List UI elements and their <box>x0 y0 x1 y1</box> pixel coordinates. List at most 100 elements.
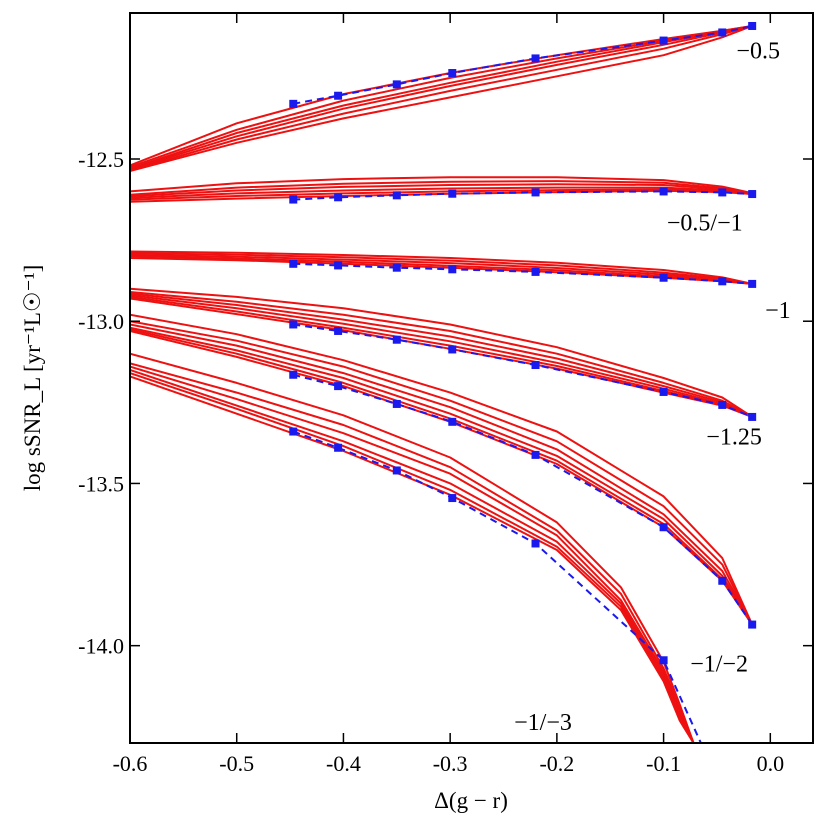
axis-ticks: -0.6 -0.5 -0.4 -0.3 -0.2 -0.1 0.0 -12.5 -13.0 -13… <box>78 13 813 776</box>
fit-marker <box>448 189 457 198</box>
fit-line <box>293 262 753 285</box>
fit-marker <box>531 539 540 548</box>
model-line <box>130 176 753 195</box>
fit-marker <box>392 80 401 89</box>
fit-marker <box>718 28 727 37</box>
fit-marker <box>748 190 757 199</box>
fit-marker <box>659 387 668 396</box>
fit-marker <box>289 195 298 204</box>
fit-marker <box>448 345 457 354</box>
y-tick-label: -12.5 <box>78 147 124 172</box>
fit-marker <box>748 412 757 421</box>
model-line <box>130 25 753 167</box>
model-line <box>130 297 753 418</box>
series-label: −0.5 <box>736 38 780 64</box>
fit-marker <box>531 361 540 370</box>
model-line <box>130 328 754 626</box>
model-line <box>130 330 754 626</box>
fit-marker <box>531 54 540 63</box>
fit-marker <box>531 267 540 276</box>
model-line <box>130 291 753 418</box>
y-axis-label: log sSNR_L [yr⁻¹L☉⁻¹] <box>20 265 45 492</box>
plot-frame <box>129 12 814 744</box>
fit-line <box>293 323 753 418</box>
x-tick-label: -0.1 <box>646 751 681 776</box>
fit-marker <box>334 326 343 335</box>
fit-marker <box>334 91 343 100</box>
fit-marker <box>659 36 668 45</box>
x-tick-label: -0.2 <box>539 751 574 776</box>
model-line <box>130 287 753 418</box>
model-line <box>130 252 753 285</box>
fit-marker <box>392 191 401 200</box>
model-line <box>130 295 753 418</box>
fit-marker <box>289 259 298 268</box>
x-axis-label: Δ(g − r) <box>434 788 508 813</box>
series-label: −1/−2 <box>690 652 748 678</box>
fit-marker <box>659 273 668 282</box>
fit-marker <box>392 335 401 344</box>
model-line <box>130 186 753 199</box>
fit-marker <box>289 99 298 108</box>
fit-marker <box>718 277 727 286</box>
fit-marker <box>334 193 343 202</box>
fit-marker <box>718 188 727 197</box>
model-line <box>130 352 695 743</box>
series-label: −1.25 <box>706 425 762 451</box>
model-line <box>130 25 753 172</box>
y-tick-label: -14.0 <box>78 634 124 659</box>
y-tick-label: -13.5 <box>78 471 124 496</box>
model-line <box>130 365 695 743</box>
plot-area <box>130 21 757 743</box>
fit-marker <box>748 620 757 629</box>
x-tick-label: -0.4 <box>326 751 361 776</box>
fit-marker <box>531 450 540 459</box>
fit-line <box>293 190 753 201</box>
model-line <box>130 326 754 626</box>
fit-marker <box>659 523 668 532</box>
fit-marker <box>448 265 457 274</box>
fit-marker <box>392 399 401 408</box>
fit-marker <box>392 466 401 475</box>
model-line <box>130 375 695 743</box>
model-line <box>130 253 753 285</box>
series-label: −1/−3 <box>514 710 572 736</box>
fit-marker <box>334 443 343 452</box>
model-line <box>130 250 753 285</box>
fit-marker <box>448 69 457 78</box>
model-line <box>130 25 753 172</box>
x-tick-label: -0.6 <box>113 751 148 776</box>
series-label: −0.5/−1 <box>667 210 743 236</box>
model-line <box>130 313 754 626</box>
fit-marker <box>748 21 757 30</box>
x-tick-label: -0.5 <box>219 751 254 776</box>
fit-marker <box>289 370 298 379</box>
model-line <box>130 294 753 418</box>
fit-marker <box>448 494 457 503</box>
model-line <box>130 25 753 171</box>
model-line <box>130 372 695 743</box>
fit-marker <box>718 400 727 409</box>
model-line <box>130 292 753 418</box>
model-line <box>130 320 754 626</box>
fit-marker <box>289 320 298 329</box>
fit-marker <box>659 656 668 665</box>
model-line <box>130 368 695 743</box>
fit-marker <box>289 427 298 436</box>
fit-marker <box>718 576 727 585</box>
model-line <box>130 180 753 196</box>
fit-line <box>293 25 753 105</box>
fit-marker <box>334 261 343 270</box>
model-line <box>130 183 753 198</box>
x-tick-label: -0.3 <box>433 751 468 776</box>
model-line <box>130 323 754 626</box>
series-label: −1 <box>765 298 791 324</box>
fit-line <box>293 373 754 626</box>
model-line <box>130 362 695 743</box>
series-labels: −0.5 −0.5/−1 −1 −1.25 −1/−2 −1/−3 <box>514 38 791 736</box>
fit-marker <box>748 279 757 288</box>
y-tick-label: -13.0 <box>78 309 124 334</box>
x-tick-label: 0.0 <box>757 751 785 776</box>
fit-marker <box>392 263 401 272</box>
